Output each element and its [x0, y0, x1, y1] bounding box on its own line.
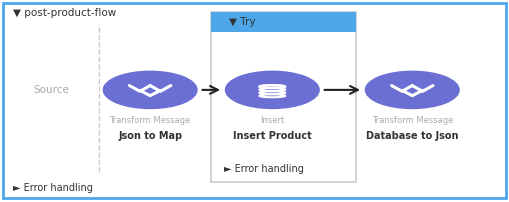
Text: Transform Message: Transform Message	[109, 116, 191, 125]
Ellipse shape	[260, 91, 285, 94]
Text: ► Error handling: ► Error handling	[224, 164, 304, 174]
Text: Transform Message: Transform Message	[372, 116, 453, 125]
Ellipse shape	[260, 88, 285, 91]
Bar	[260, 84, 285, 93]
Text: ▼ post-product-flow: ▼ post-product-flow	[13, 8, 116, 18]
Text: Database to Json: Database to Json	[366, 131, 459, 141]
Circle shape	[225, 71, 319, 108]
Text: ► Error handling: ► Error handling	[13, 183, 93, 193]
FancyBboxPatch shape	[211, 12, 356, 32]
Ellipse shape	[260, 94, 285, 97]
Ellipse shape	[260, 85, 285, 88]
Text: Source: Source	[33, 85, 69, 95]
Ellipse shape	[260, 85, 285, 88]
Text: Insert Product: Insert Product	[233, 131, 312, 141]
Text: ▼ Try: ▼ Try	[229, 17, 256, 27]
Text: Json to Map: Json to Map	[118, 131, 182, 141]
Circle shape	[103, 71, 197, 108]
Circle shape	[365, 71, 459, 108]
FancyBboxPatch shape	[3, 3, 506, 198]
FancyBboxPatch shape	[211, 12, 356, 182]
Text: Insert: Insert	[260, 116, 285, 125]
